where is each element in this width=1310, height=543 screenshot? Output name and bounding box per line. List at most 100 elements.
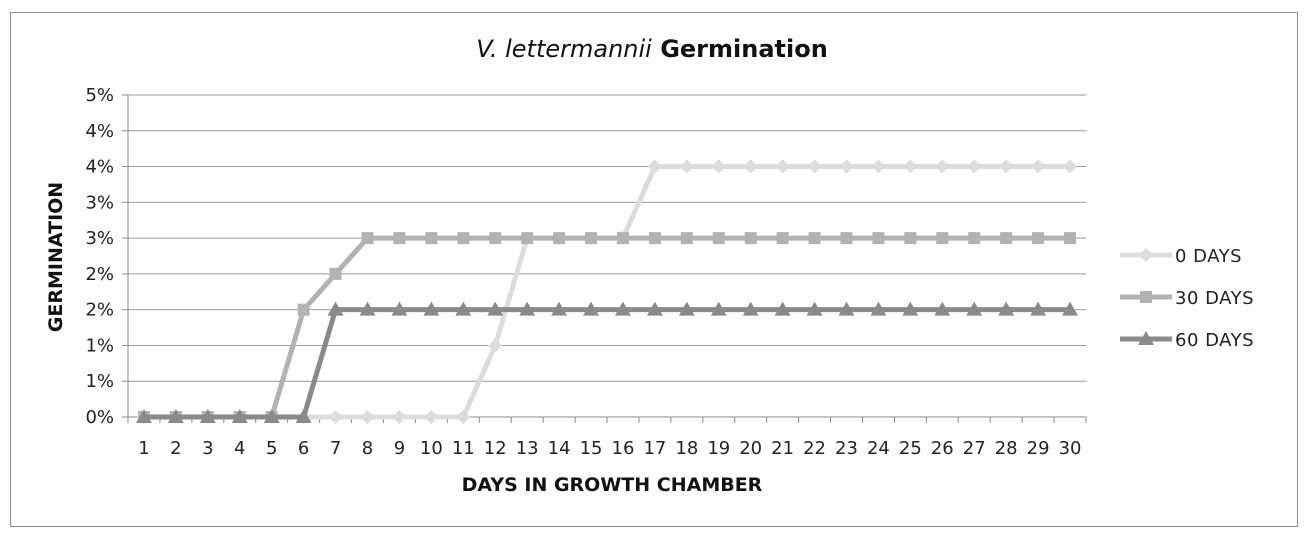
- y-tick-label: 3%: [85, 192, 114, 213]
- data-point: [360, 410, 375, 424]
- data-point: [967, 159, 982, 174]
- x-tick-label: 10: [420, 438, 443, 459]
- data-point: [519, 301, 536, 316]
- data-point: [647, 159, 662, 174]
- legend-item: 30 DAYS: [1120, 288, 1254, 309]
- x-axis-ticks: 1 2 3 4 5 6 7 8 9 10 11 12 13 14 15 16 17 18 19 20 21 22 23 24 2…: [127, 417, 1087, 459]
- data-point: [808, 232, 821, 245]
- data-point: [328, 410, 343, 424]
- y-tick-label: 0%: [85, 407, 114, 428]
- series-lines: [135, 159, 1079, 424]
- data-point: [807, 159, 822, 174]
- data-point: [648, 232, 661, 245]
- data-point: [553, 232, 566, 245]
- x-tick-label: 20: [739, 438, 762, 459]
- x-axis-title: DAYS IN GROWTH CHAMBER: [462, 474, 763, 496]
- data-point: [678, 301, 695, 316]
- gridlines: [122, 94, 1086, 418]
- data-point: [263, 409, 280, 423]
- data-point: [199, 409, 216, 423]
- x-tick-label: 24: [867, 438, 890, 459]
- x-tick-label: 11: [452, 438, 475, 459]
- data-point: [297, 303, 310, 316]
- data-point: [775, 159, 790, 174]
- data-point: [870, 301, 887, 316]
- data-point: [839, 159, 854, 174]
- data-point: [840, 232, 853, 245]
- legend-label: 0 DAYS: [1175, 246, 1242, 267]
- data-point: [966, 301, 983, 316]
- y-tick-label: 4%: [85, 121, 114, 142]
- data-point: [393, 232, 406, 245]
- y-tick-label: 2%: [85, 300, 114, 321]
- y-tick-label: 1%: [85, 371, 114, 392]
- data-point: [934, 301, 951, 316]
- data-point: [806, 301, 823, 316]
- x-tick-label: 7: [330, 438, 341, 459]
- data-point: [680, 232, 693, 245]
- x-tick-label: 9: [394, 438, 405, 459]
- data-point: [614, 301, 631, 316]
- x-tick-label: 22: [803, 438, 826, 459]
- x-tick-label: 23: [835, 438, 858, 459]
- chart-title-suffix: Germination: [652, 35, 828, 63]
- legend-item: 0 DAYS: [1120, 246, 1242, 267]
- x-tick-label: 5: [266, 438, 277, 459]
- data-point: [361, 232, 374, 245]
- data-point: [1000, 232, 1013, 245]
- axes: [127, 95, 1086, 418]
- chart-frame: [10, 12, 1298, 527]
- data-point: [456, 410, 471, 424]
- series-line: [143, 235, 1071, 420]
- data-point: [521, 232, 534, 245]
- data-point: [743, 159, 758, 174]
- data-point: [902, 301, 919, 316]
- data-point: [872, 232, 885, 245]
- data-point: [710, 301, 727, 316]
- data-point: [744, 232, 757, 245]
- chart-title: V. lettermannii Germination: [476, 35, 828, 63]
- data-point: [711, 159, 726, 174]
- x-tick-label: 14: [548, 438, 571, 459]
- x-tick-label: 15: [580, 438, 603, 459]
- data-point: [359, 301, 376, 316]
- data-point: [1032, 232, 1045, 245]
- data-point: [968, 232, 981, 245]
- x-tick-label: 28: [995, 438, 1018, 459]
- data-point: [776, 232, 789, 245]
- data-point: [616, 232, 629, 245]
- series-30-days: [137, 232, 1077, 423]
- data-point: [1063, 159, 1078, 174]
- data-point: [392, 410, 407, 424]
- x-tick-label: 19: [707, 438, 730, 459]
- y-tick-label: 5%: [85, 85, 114, 106]
- y-tick-label: 2%: [85, 264, 114, 285]
- data-point: [487, 301, 504, 316]
- legend-swatch-marker: [1140, 291, 1152, 303]
- chart-title-species: V. lettermannii: [476, 35, 652, 63]
- legend-item: 60 DAYS: [1120, 330, 1254, 351]
- y-tick-label: 3%: [85, 228, 114, 249]
- data-point: [935, 159, 950, 174]
- x-tick-label: 26: [931, 438, 954, 459]
- data-point: [904, 232, 917, 245]
- x-tick-label: 6: [298, 438, 309, 459]
- data-point: [329, 267, 342, 280]
- data-point: [998, 301, 1015, 316]
- x-tick-label: 21: [771, 438, 794, 459]
- x-tick-label: 29: [1027, 438, 1050, 459]
- x-tick-label: 30: [1059, 438, 1082, 459]
- series-60-days: [135, 301, 1079, 423]
- legend-swatch-marker: [1138, 331, 1154, 345]
- data-point: [455, 301, 472, 316]
- data-point: [936, 232, 949, 245]
- data-point: [167, 409, 184, 423]
- data-point: [295, 409, 312, 423]
- y-axis-ticks: 0% 1% 1% 2% 2% 3% 3% 4% 4% 5%: [85, 85, 114, 428]
- data-point: [327, 301, 344, 316]
- data-point: [871, 159, 886, 174]
- data-point: [1031, 159, 1046, 174]
- data-point: [712, 232, 725, 245]
- data-point: [999, 159, 1014, 174]
